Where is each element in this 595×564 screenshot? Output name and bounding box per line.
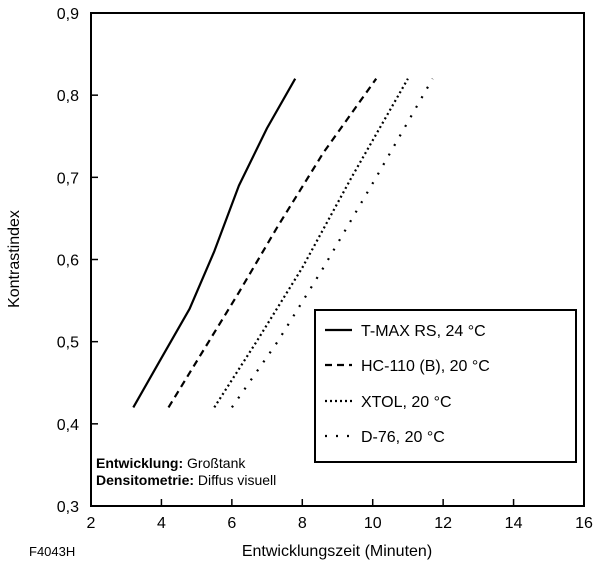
y-axis-ticks: 0,3 0,4 0,5 0,6 0,7 0,8 0,9 <box>57 6 98 516</box>
series-line-hc-110-b <box>167 78 378 408</box>
x-tick-label: 12 <box>434 515 452 532</box>
x-axis-title: Entwicklungszeit (Minuten) <box>242 543 432 560</box>
y-tick-label: 0,5 <box>57 335 79 352</box>
y-tick-label: 0,9 <box>57 6 79 23</box>
y-tick-label: 0,7 <box>57 170 79 187</box>
note-densitometry-value: Diffus visuell <box>194 472 276 488</box>
plot-frame <box>90 12 585 507</box>
notes: Entwicklung: Großtank Densitometrie: Dif… <box>96 455 276 488</box>
x-axis-ticks: 2 4 6 8 10 12 14 16 <box>87 499 593 532</box>
figure-id: F4043H <box>29 544 75 559</box>
x-tick-label: 8 <box>298 515 307 532</box>
x-tick-label: 6 <box>227 515 236 532</box>
legend-label-hc-110: HC-110 (B), 20 °C <box>361 358 490 375</box>
x-tick-label: 10 <box>364 515 382 532</box>
x-tick-label: 2 <box>87 515 96 532</box>
series-lines <box>132 78 434 409</box>
note-development-value: Großtank <box>183 455 246 471</box>
legend-label-d-76: D-76, 20 °C <box>361 429 445 446</box>
x-tick-label: 4 <box>157 515 166 532</box>
legend-label-xtol: XTOL, 20 °C <box>361 394 452 411</box>
y-tick-label: 0,6 <box>57 253 79 270</box>
note-development: Entwicklung: Großtank <box>96 455 246 471</box>
y-axis-title: Kontrastindex <box>6 210 23 308</box>
x-tick-label: 16 <box>575 515 593 532</box>
series-line-xtol <box>213 78 409 408</box>
series-line-t-max-rs <box>132 78 297 408</box>
legend: T-MAX RS, 24 °C HC-110 (B), 20 °C XTOL, … <box>314 309 577 463</box>
legend-label-t-max: T-MAX RS, 24 °C <box>361 323 486 340</box>
y-tick-label: 0,4 <box>57 417 79 434</box>
note-densitometry: Densitometrie: Diffus visuell <box>96 472 276 488</box>
x-tick-label: 14 <box>505 515 523 532</box>
note-development-label: Entwicklung: <box>96 455 183 471</box>
y-tick-label: 0,8 <box>57 88 79 105</box>
y-tick-label: 0,3 <box>57 499 79 516</box>
series-line-d-76 <box>230 78 434 409</box>
note-densitometry-label: Densitometrie: <box>96 472 194 488</box>
legend-box <box>314 309 577 463</box>
